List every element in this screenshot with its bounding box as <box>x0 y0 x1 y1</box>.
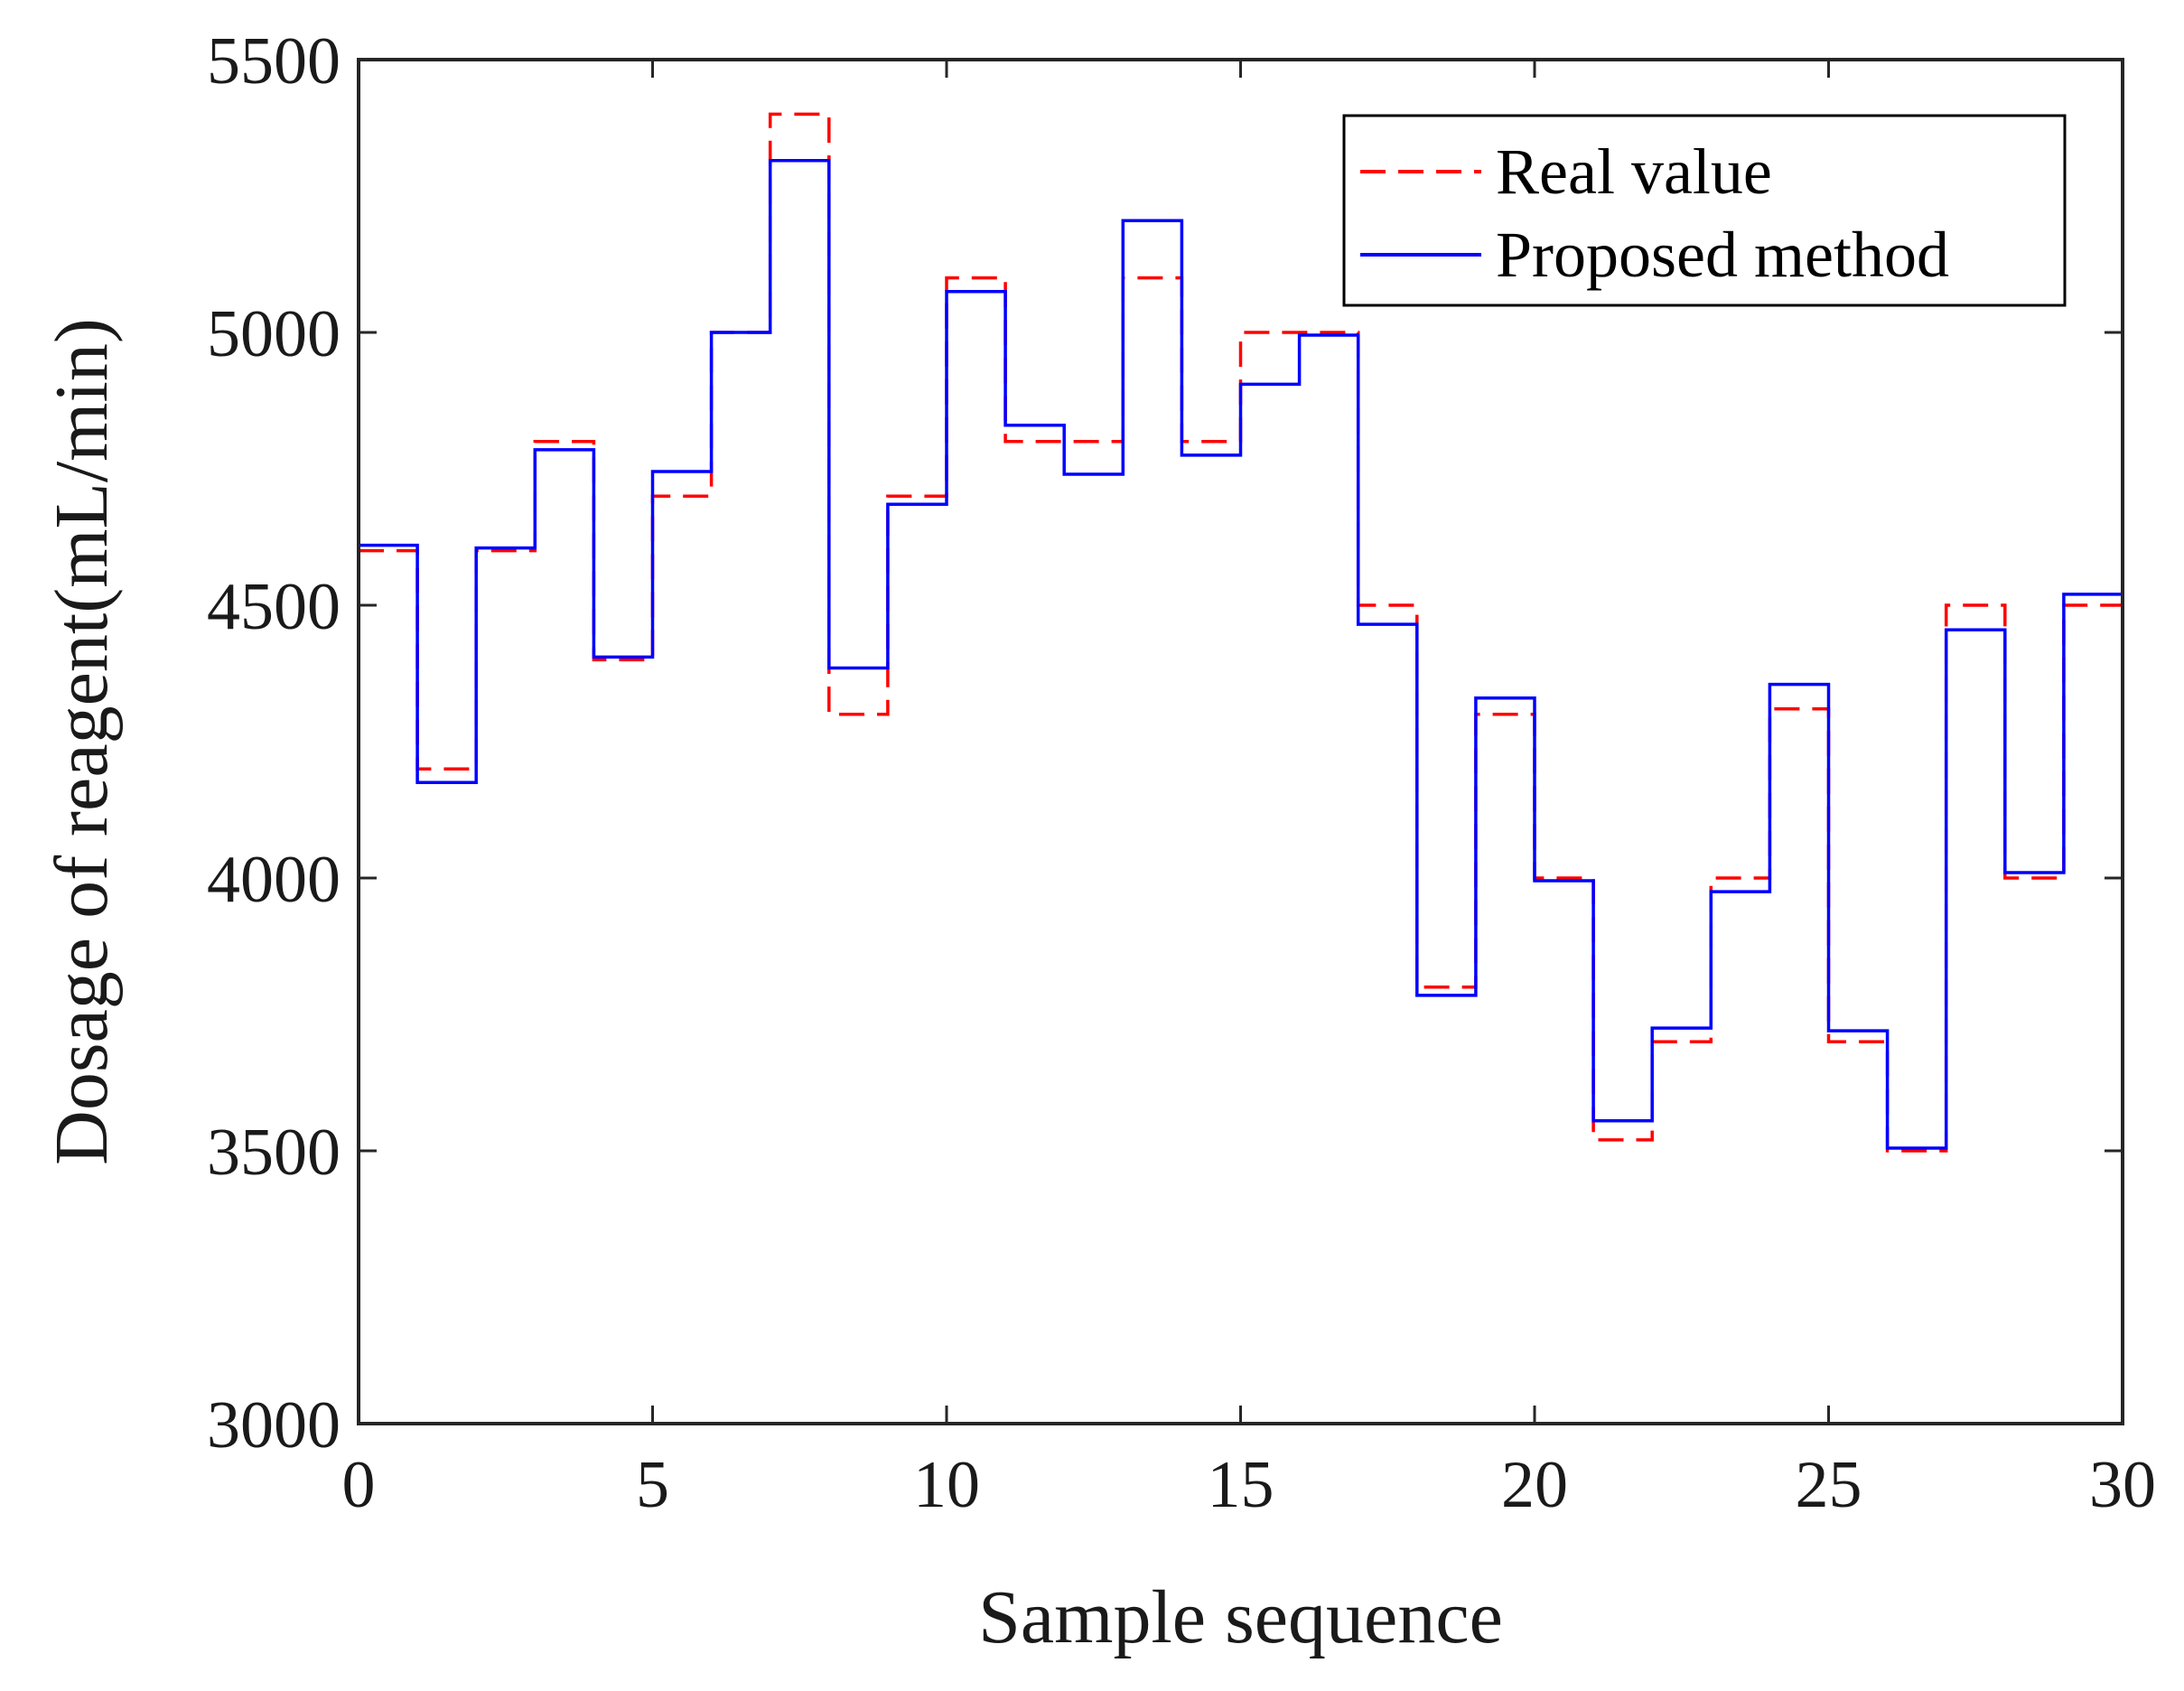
y-tick-label: 3500 <box>207 1116 341 1190</box>
x-tick-label: 30 <box>2089 1448 2156 1522</box>
y-tick-label: 3000 <box>207 1388 341 1462</box>
y-tick-label: 5500 <box>207 24 341 98</box>
x-tick-label: 25 <box>1796 1448 1862 1522</box>
tick-labels: 0 5 10 15 20 25 30 3000 3500 4000 4500 5000 5500 <box>207 24 2156 1522</box>
plot-frame <box>357 58 2124 1425</box>
y-tick-label: 5000 <box>207 297 341 371</box>
series-line-proposed-method <box>359 158 2124 1150</box>
x-tick-label: 15 <box>1208 1448 1274 1522</box>
legend-label-proposed-method: Proposed method <box>1496 219 1949 291</box>
y-axis-label: Dosage of reagent(mL/min) <box>40 318 124 1165</box>
x-tick-label: 5 <box>636 1448 669 1522</box>
y-tick-label: 4000 <box>207 843 341 917</box>
y-tick-label: 4500 <box>207 570 341 644</box>
legend: Real value Proposed method <box>1342 114 2067 307</box>
x-tick-label: 10 <box>913 1448 980 1522</box>
x-axis-label: Sample sequence <box>978 1575 1503 1659</box>
x-tick-label: 0 <box>342 1448 376 1522</box>
series-layer <box>359 112 2124 1153</box>
legend-label-real-value: Real value <box>1496 135 1772 208</box>
legend-box <box>1342 114 2067 307</box>
x-tick-label: 20 <box>1501 1448 1568 1522</box>
